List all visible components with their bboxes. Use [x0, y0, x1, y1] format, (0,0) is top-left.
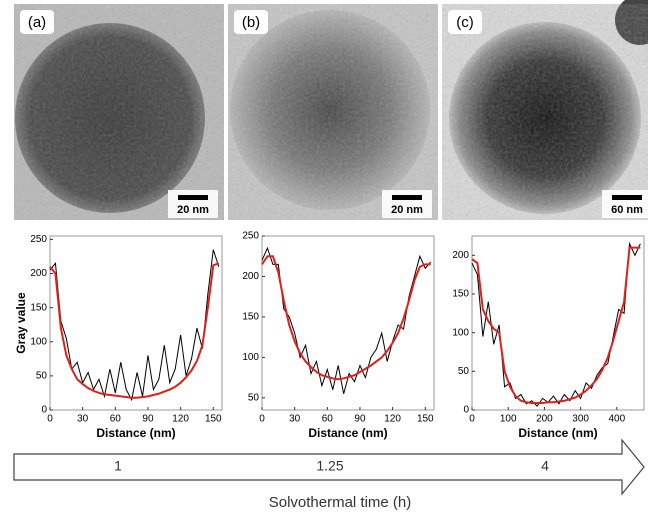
y-tick-label: 100 — [242, 352, 259, 363]
scale-bar-label: 60 nm — [611, 204, 643, 216]
y-tick-label: 150 — [452, 289, 469, 300]
x-tick-label: 300 — [572, 414, 589, 425]
x-tick-label: 60 — [322, 414, 334, 425]
profile-line — [471, 246, 641, 405]
x-axis-title: Distance (nm) — [96, 426, 175, 440]
x-tick-label: 0 — [469, 414, 475, 425]
y-tick-label: 50 — [36, 371, 48, 382]
panel-label: (a) — [28, 14, 46, 31]
profile-line — [49, 249, 220, 402]
scale-bar-label: 20 nm — [177, 204, 209, 216]
y-tick-label: 250 — [30, 234, 47, 245]
plot-frame — [49, 235, 223, 411]
plot-frame — [471, 235, 645, 411]
x-axis-title: Distance (nm) — [518, 426, 597, 440]
label-box — [20, 10, 54, 34]
x-tick-label: 0 — [47, 414, 53, 425]
tem-image — [14, 4, 224, 220]
x-tick-label: 150 — [205, 414, 222, 425]
time-label: 1.25 — [316, 458, 343, 474]
label-box — [234, 10, 268, 34]
y-tick-label: 200 — [242, 271, 259, 282]
y-tick-label: 50 — [248, 393, 260, 404]
x-tick-label: 0 — [259, 414, 265, 425]
x-tick-label: 100 — [500, 414, 517, 425]
y-tick-label: 200 — [30, 268, 47, 279]
scale-bar — [392, 195, 422, 200]
time-label: 1 — [114, 458, 122, 474]
y-tick-label: 0 — [463, 405, 469, 416]
x-tick-label: 150 — [417, 414, 434, 425]
profile-line — [49, 262, 220, 399]
x-tick-label: 60 — [110, 414, 122, 425]
tem-image — [442, 0, 648, 220]
y-tick-label: 0 — [41, 405, 47, 416]
time-label: 4 — [541, 458, 549, 474]
time-arrow — [13, 438, 645, 496]
profile-line — [261, 255, 431, 381]
plot-frame — [261, 235, 435, 411]
y-tick-label: 100 — [452, 327, 469, 338]
x-tick-label: 200 — [536, 414, 553, 425]
x-tick-label: 120 — [172, 414, 189, 425]
scale-bar-bg — [168, 190, 218, 218]
x-tick-label: 120 — [384, 414, 401, 425]
scale-bar — [612, 195, 642, 200]
label-box — [448, 10, 482, 34]
x-tick-label: 90 — [354, 414, 366, 425]
y-tick-label: 250 — [242, 231, 259, 242]
scale-bar-label: 20 nm — [391, 204, 423, 216]
time-axis-title: Solvothermal time (h) — [269, 494, 412, 511]
panel-label: (c) — [456, 14, 474, 31]
x-tick-label: 30 — [289, 414, 301, 425]
panel-label: (b) — [242, 14, 260, 31]
scale-bar — [178, 195, 208, 200]
x-tick-label: 400 — [608, 414, 625, 425]
y-tick-label: 150 — [30, 302, 47, 313]
x-axis-title: Distance (nm) — [308, 426, 387, 440]
y-tick-label: 50 — [458, 366, 470, 377]
y-tick-label: 150 — [242, 312, 259, 323]
scale-bar-bg — [382, 190, 432, 218]
y-tick-label: 100 — [30, 336, 47, 347]
tem-image — [228, 4, 438, 220]
scale-bar-bg — [602, 190, 648, 218]
x-tick-label: 90 — [142, 414, 154, 425]
x-tick-label: 30 — [77, 414, 89, 425]
y-tick-label: 200 — [452, 250, 469, 261]
y-axis-title: Gray value — [14, 292, 28, 354]
profile-line — [261, 246, 432, 394]
